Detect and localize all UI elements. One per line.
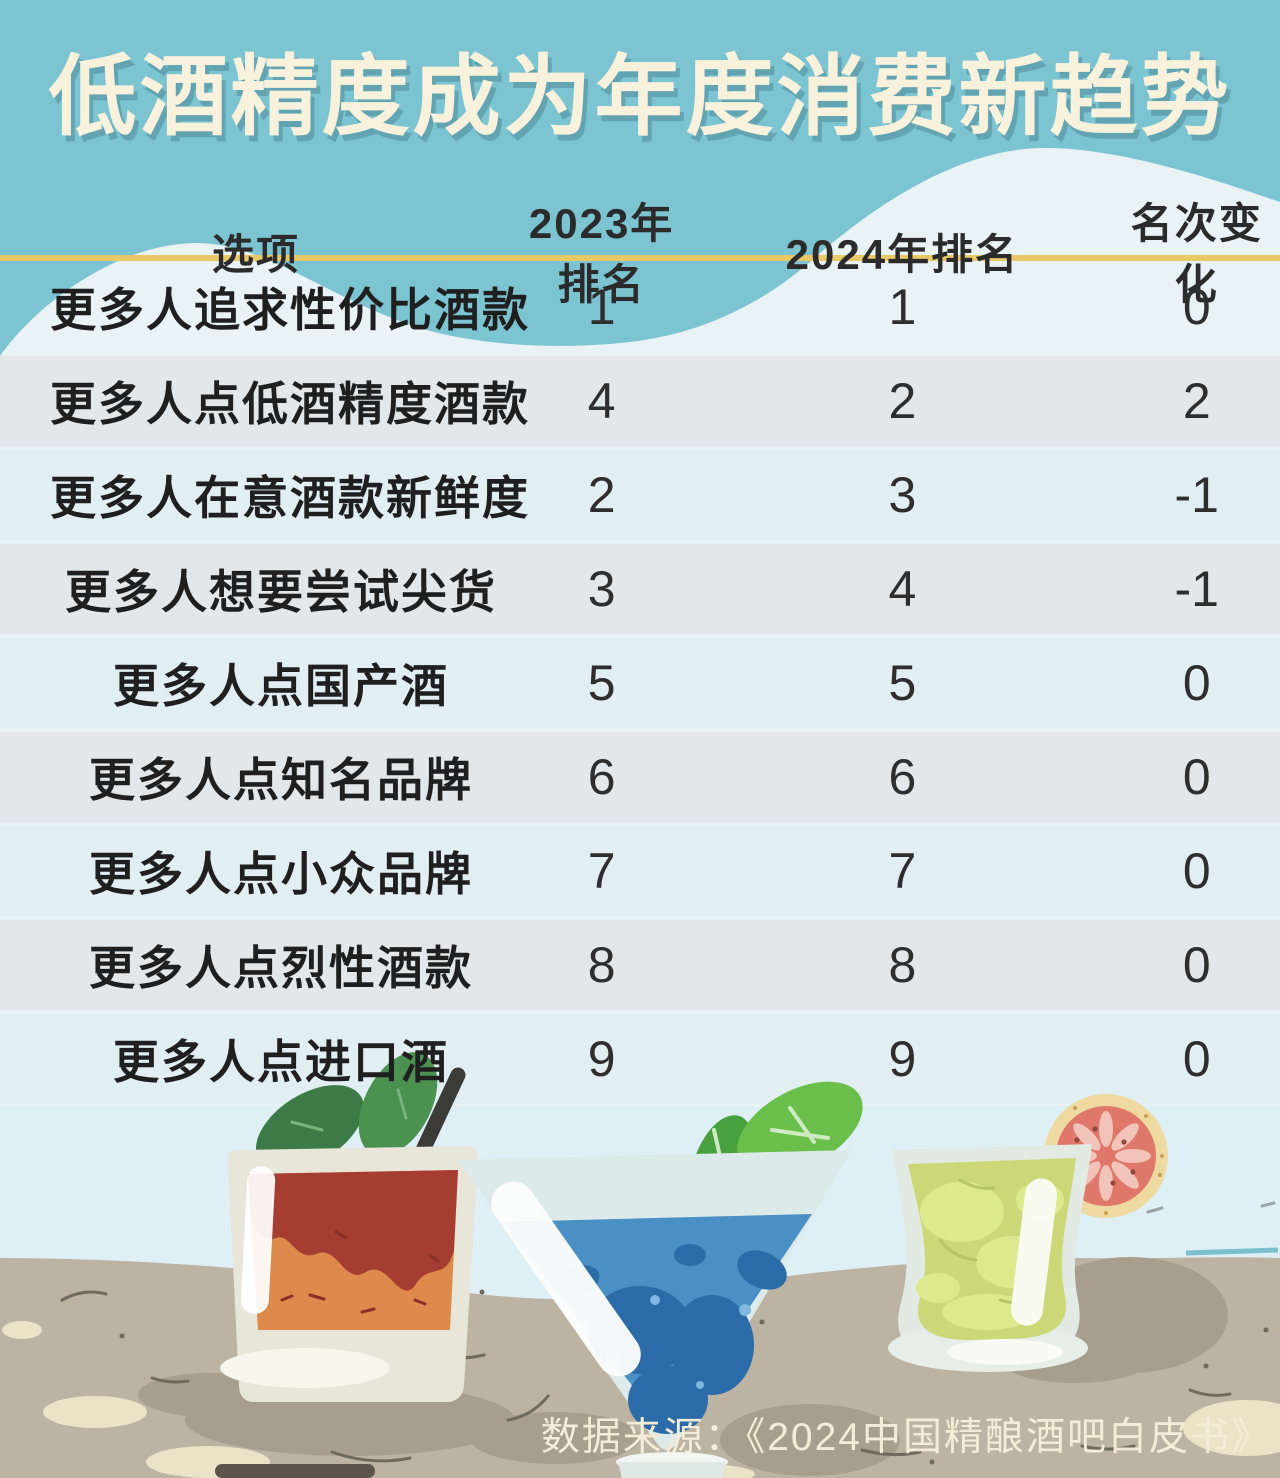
row-rank-2023: 5 (587, 655, 616, 711)
column-header-rank-2024: 2024年排名 (785, 230, 1020, 278)
drink-speckles (280, 1230, 440, 1314)
row-rank-change: 0 (1182, 279, 1211, 335)
counter-marks (60, 1201, 1276, 1463)
row-option-label: 更多人想要尝试尖货 (65, 566, 497, 618)
row-option-label: 更多人点国产酒 (113, 660, 449, 712)
row-rank-2023: 8 (587, 937, 616, 993)
counter-edge-object (215, 1464, 375, 1478)
straw-highlight-icon (491, 1181, 641, 1377)
counter-dots (119, 1289, 1269, 1465)
counter-horizon-line (1185, 1247, 1279, 1256)
row-stripes (0, 356, 1280, 1104)
table-row: 更多人点低酒精度酒款 4 2 2 (0, 356, 1280, 446)
row-rank-2024: 5 (888, 655, 917, 711)
row-rank-2023: 9 (587, 1031, 616, 1087)
red-cocktail-tumbler (220, 1052, 478, 1402)
glass-base-highlight (947, 1339, 1063, 1365)
page-title: 低酒精度成为年度消费新趋势 (48, 47, 1232, 146)
row-rank-2024: 8 (888, 937, 917, 993)
row-rank-change: 0 (1182, 1031, 1211, 1087)
table-row: 更多人点小众品牌 7 7 0 (0, 826, 1280, 916)
column-header-change: 名次变化 (1130, 200, 1263, 308)
glass-highlight (1010, 1178, 1058, 1326)
row-option-label: 更多人点烈性酒款 (89, 942, 473, 994)
red-drink-layer (248, 1170, 458, 1291)
glass-highlight (240, 1166, 276, 1314)
column-header-rank-2023: 2023年排名 (528, 200, 675, 308)
row-rank-2023: 7 (587, 843, 616, 899)
row-option-label: 更多人点小众品牌 (89, 848, 473, 900)
row-option-label: 更多人点进口酒 (113, 1036, 449, 1088)
table-header-row: 选项 2023年排名 2024年排名 名次变化 (0, 190, 1280, 308)
row-option-label: 更多人点知名品牌 (89, 754, 473, 806)
row-option-label: 更多人追求性价比酒款 (50, 284, 530, 336)
glass-base-highlight (220, 1348, 390, 1388)
table-row: 更多人点国产酒 5 5 0 (0, 638, 1280, 728)
table-row: 更多人追求性价比酒款 1 1 0 (0, 262, 1280, 352)
row-option-label: 更多人点低酒精度酒款 (50, 378, 530, 430)
column-header-option: 选项 (211, 230, 300, 278)
blue-martini-glass (458, 1081, 863, 1478)
row-rank-2023: 1 (587, 279, 616, 335)
row-rank-2023: 4 (587, 373, 616, 429)
row-rank-change: 0 (1182, 843, 1211, 899)
row-rank-change: -1 (1174, 467, 1219, 523)
header-divider-line (0, 255, 1280, 261)
table-row: 更多人点知名品牌 6 6 0 (0, 732, 1280, 822)
row-rank-2024: 1 (888, 279, 917, 335)
row-rank-change: 0 (1182, 937, 1211, 993)
row-rank-change: 2 (1182, 373, 1211, 429)
row-rank-change: 0 (1182, 749, 1211, 805)
table-row: 更多人点烈性酒款 8 8 0 (0, 920, 1280, 1010)
table-row: 更多人想要尝试尖货 3 4 -1 (0, 544, 1280, 634)
row-rank-2024: 9 (888, 1031, 917, 1087)
row-rank-2024: 2 (888, 373, 917, 429)
row-rank-2024: 7 (888, 843, 917, 899)
row-rank-2024: 6 (888, 749, 917, 805)
table-row: 更多人点进口酒 9 9 0 (0, 1014, 1280, 1104)
table-row: 更多人在意酒款新鲜度 2 3 -1 (0, 450, 1280, 540)
row-rank-2023: 2 (587, 467, 616, 523)
row-rank-2023: 3 (587, 561, 616, 617)
row-rank-2024: 4 (888, 561, 917, 617)
row-rank-2024: 3 (888, 467, 917, 523)
row-option-label: 更多人在意酒款新鲜度 (50, 472, 530, 524)
row-rank-2023: 6 (587, 749, 616, 805)
source-note: 数据来源：《2024中国精酿酒吧白皮书》 (540, 1416, 1272, 1459)
martini-foot (618, 1462, 726, 1478)
table-body: 更多人追求性价比酒款 1 1 0 更多人点低酒精度酒款 4 2 2 更多人在意酒… (0, 262, 1280, 1104)
row-rank-change: -1 (1174, 561, 1219, 617)
green-citrus-drink (888, 1094, 1168, 1372)
row-rank-change: 0 (1182, 655, 1211, 711)
